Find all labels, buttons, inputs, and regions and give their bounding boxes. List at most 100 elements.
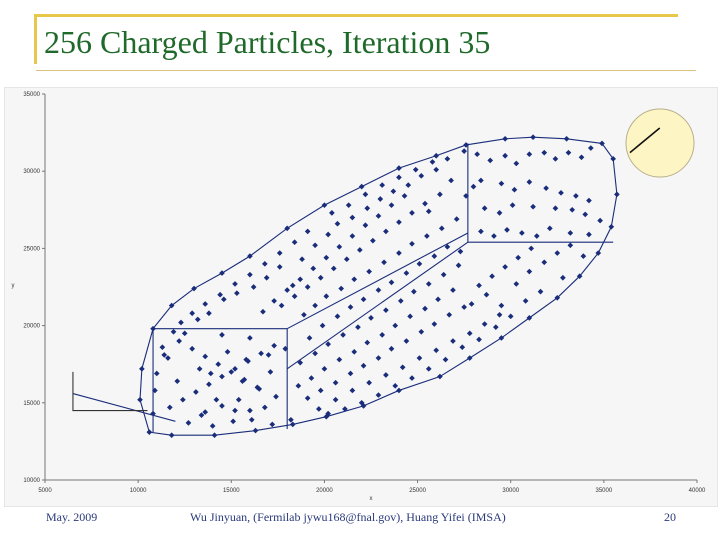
particle-point	[291, 239, 298, 246]
particle-point	[403, 270, 410, 276]
particle-point	[310, 265, 317, 272]
hull-vertex	[466, 355, 473, 361]
particle-point	[450, 287, 456, 293]
particle-point	[258, 350, 264, 357]
particle-point	[522, 298, 529, 304]
particle-point	[219, 403, 225, 409]
particle-point	[248, 416, 255, 423]
particle-point	[278, 302, 285, 309]
y-tick-label: 30000	[23, 169, 40, 175]
particle-point	[597, 217, 603, 224]
hull-outline	[139, 136, 618, 436]
particle-point	[202, 409, 209, 415]
particle-point	[396, 250, 402, 256]
particle-point	[312, 242, 318, 249]
point-layer	[150, 145, 603, 429]
particle-point	[206, 381, 212, 388]
particle-point	[166, 404, 173, 411]
particle-point	[180, 396, 186, 403]
particle-point	[338, 285, 345, 292]
particle-point	[375, 355, 382, 361]
particle-point	[295, 382, 302, 389]
particle-point	[498, 302, 505, 309]
particle-point	[502, 264, 508, 270]
hull-vertex	[396, 165, 402, 171]
particle-point	[247, 271, 253, 278]
particle-point	[261, 261, 268, 267]
x-tick-label: 25000	[409, 488, 426, 494]
particle-point	[351, 276, 358, 283]
particle-point	[161, 352, 168, 358]
particle-point	[476, 282, 482, 289]
particle-point	[418, 328, 425, 335]
slide-title: 256 Charged Particles, Iteration 35	[44, 24, 491, 60]
particle-point	[336, 356, 343, 363]
particle-point	[323, 254, 330, 261]
particle-point	[304, 284, 311, 290]
particle-point	[396, 219, 402, 225]
particle-point	[461, 304, 467, 310]
x-tick-label: 15000	[223, 488, 240, 494]
particle-point	[360, 362, 367, 369]
particle-point	[450, 338, 456, 344]
particle-point	[569, 206, 576, 213]
particle-point	[213, 396, 220, 403]
particle-point	[392, 322, 399, 329]
particle-point	[461, 148, 467, 154]
particle-point	[288, 416, 294, 423]
particle-point	[219, 332, 225, 338]
box-edge	[72, 393, 176, 422]
particle-point	[176, 338, 182, 344]
particle-point	[282, 345, 289, 352]
hull-vertex	[191, 285, 197, 292]
particle-point	[397, 298, 404, 304]
particle-point	[241, 376, 248, 383]
particle-point	[224, 349, 231, 355]
particle-point	[530, 203, 536, 210]
particle-point	[159, 344, 166, 351]
hull-vertex	[289, 421, 296, 428]
hull-vertex	[219, 270, 225, 276]
particle-point	[438, 225, 445, 232]
annotation-layer	[72, 108, 695, 412]
accent-bar-vertical	[34, 14, 37, 64]
particle-point	[401, 193, 408, 199]
hull-vertex	[595, 250, 602, 256]
particle-point	[383, 372, 389, 378]
particle-point	[507, 313, 514, 320]
particle-point	[491, 233, 497, 239]
particle-point	[235, 396, 242, 403]
x-tick-label: 40000	[689, 488, 706, 494]
particle-point	[301, 311, 307, 318]
particle-point	[254, 384, 261, 391]
particle-point	[388, 202, 395, 208]
particle-point	[513, 281, 520, 287]
particle-point	[366, 379, 372, 386]
particle-point	[265, 352, 272, 358]
page-number: 20	[664, 510, 676, 524]
y-tick-label: 20000	[23, 324, 40, 330]
particle-point	[347, 304, 354, 310]
particle-point	[416, 261, 423, 267]
particle-point	[219, 373, 225, 380]
hull-vertex	[437, 373, 443, 380]
particle-point	[165, 355, 171, 361]
particle-point	[552, 205, 559, 212]
particle-point	[221, 296, 227, 303]
particle-point	[468, 301, 475, 307]
particle-point	[511, 186, 518, 193]
particle-point	[466, 330, 473, 337]
particle-point	[217, 291, 223, 298]
particle-point	[260, 308, 266, 315]
particle-point	[273, 393, 279, 400]
particle-point	[181, 330, 188, 337]
particle-point	[334, 313, 341, 320]
particle-point	[543, 185, 549, 192]
particle-point	[250, 284, 257, 290]
particle-point	[470, 183, 477, 190]
y-tick-label: 35000	[23, 92, 40, 98]
particle-point	[476, 336, 482, 343]
particle-point	[533, 233, 540, 239]
particle-point	[390, 188, 397, 195]
particle-point	[409, 375, 415, 381]
